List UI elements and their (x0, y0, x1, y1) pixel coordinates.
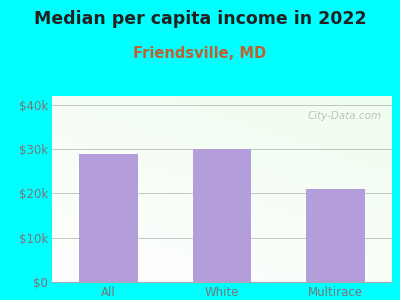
Bar (192, 149, 252, 282)
Bar (306, 189, 365, 282)
Bar (79, 154, 138, 282)
Text: Friendsville, MD: Friendsville, MD (134, 46, 266, 62)
Text: City-Data.com: City-Data.com (308, 111, 382, 121)
Text: Median per capita income in 2022: Median per capita income in 2022 (34, 11, 366, 28)
